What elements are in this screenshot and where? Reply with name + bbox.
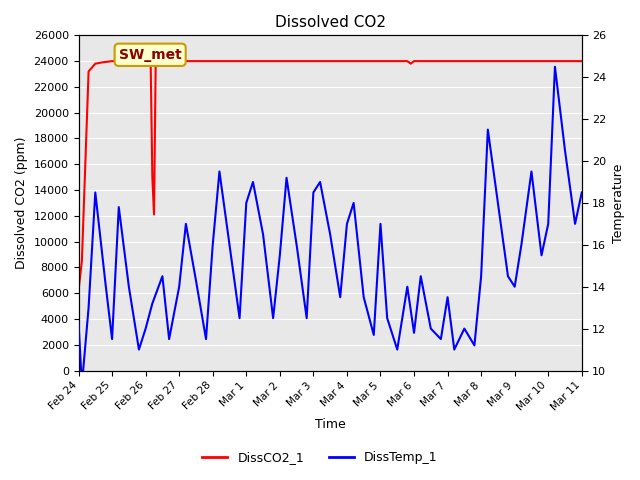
Y-axis label: Temperature: Temperature [612, 163, 625, 242]
Text: SW_met: SW_met [119, 48, 182, 62]
X-axis label: Time: Time [315, 419, 346, 432]
Title: Dissolved CO2: Dissolved CO2 [275, 15, 386, 30]
Y-axis label: Dissolved CO2 (ppm): Dissolved CO2 (ppm) [15, 137, 28, 269]
Legend: DissCO2_1, DissTemp_1: DissCO2_1, DissTemp_1 [197, 446, 443, 469]
